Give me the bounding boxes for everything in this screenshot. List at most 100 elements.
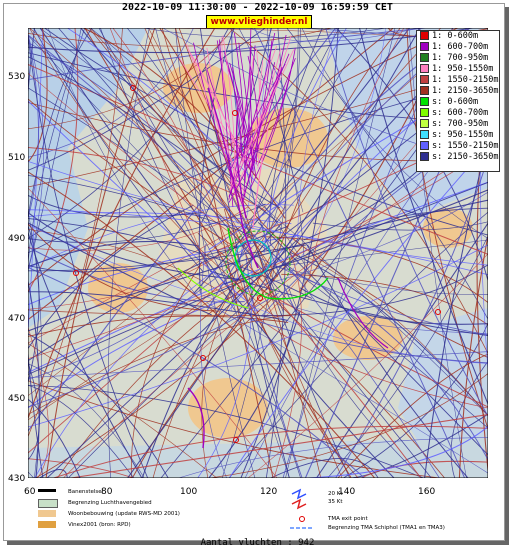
x-tick-60: 60 (24, 487, 36, 497)
legend-item: 1: 1550-2150m (417, 75, 499, 86)
flight-track (28, 28, 82, 272)
flight-track (28, 291, 288, 321)
key-wind-35: 35 Kt (328, 499, 343, 505)
flight-track (28, 240, 199, 268)
flight-track (235, 49, 295, 174)
flight-track (247, 55, 259, 165)
key-vinex: Vinex2001 (bron: RPD) (38, 521, 131, 529)
flight-track (28, 264, 244, 454)
flight-track (28, 28, 394, 321)
flight-track (244, 45, 256, 182)
flight-track (28, 28, 194, 158)
flight-track (201, 288, 241, 478)
flight-track (144, 28, 343, 478)
flight-track (238, 315, 488, 364)
legend-item: 1: 700-950m (417, 53, 499, 64)
flight-track (28, 269, 259, 421)
flight-track (28, 28, 79, 293)
wind-icon (290, 488, 320, 510)
key-housing: Woonbebouwing (update RWS-MD 2001) (38, 510, 180, 518)
flight-track (178, 437, 488, 478)
flight-track (201, 235, 301, 478)
flight-track (112, 28, 249, 305)
x-tick-120: 120 (260, 487, 278, 497)
flight-track (28, 290, 250, 409)
flight-track (249, 61, 294, 190)
flight-track (225, 59, 253, 183)
flight-track (28, 281, 40, 478)
flight-count: Aantal vluchten : 942 (200, 538, 315, 548)
flight-track (28, 212, 241, 281)
altitude-legend: 1: 0-600m 1: 600-700m 1: 700-950m 1: 950… (416, 30, 500, 172)
legend-swatch (420, 42, 429, 51)
flight-track (210, 373, 488, 478)
flight-track (229, 62, 257, 179)
flight-track (28, 28, 48, 163)
flight-track (28, 56, 279, 223)
flight-track (240, 191, 488, 291)
flight-track (28, 333, 169, 478)
flight-track (198, 28, 235, 294)
flight-track (28, 175, 256, 238)
boundary-swatch (38, 499, 58, 508)
flight-track (178, 28, 322, 478)
flight-track (206, 47, 244, 207)
flight-track (28, 34, 44, 270)
flight-track (28, 212, 292, 225)
flight-track (28, 384, 134, 478)
flight-track (450, 360, 488, 478)
flight-track (28, 35, 149, 478)
flight-track (28, 398, 81, 478)
legend-swatch (420, 130, 429, 139)
flight-track-map (28, 28, 488, 478)
flight-track (28, 194, 204, 218)
flight-track (247, 253, 488, 478)
flight-track (223, 189, 488, 285)
flight-track (256, 48, 261, 169)
flight-track (28, 199, 488, 332)
flight-track (28, 217, 313, 299)
legend-swatch (420, 119, 429, 128)
legend-item: 1: 2150-3650m (417, 86, 499, 97)
flight-track (28, 209, 488, 276)
flight-track (223, 208, 359, 478)
vinex-swatch (38, 521, 56, 528)
flight-track (28, 225, 40, 383)
flight-track (271, 28, 299, 227)
legend-item: s: 0-600m (417, 97, 499, 108)
x-tick-80: 80 (101, 487, 113, 497)
flight-track (269, 28, 323, 246)
flight-track (238, 28, 306, 298)
y-tick-530: 530 (8, 72, 26, 82)
flight-track (143, 28, 387, 39)
page-title: 2022-10-09 11:30:00 - 2022-10-09 16:59:5… (122, 2, 393, 13)
flight-track (250, 28, 419, 42)
legend-item: s: 600-700m (417, 108, 499, 119)
tma-exit-icon (298, 515, 306, 523)
flight-track (28, 252, 223, 310)
key-runway: Banenstelsel (38, 488, 103, 496)
flight-track (247, 62, 276, 186)
legend-item: s: 700-950m (417, 119, 499, 130)
flight-track (130, 261, 203, 478)
flight-track (260, 289, 488, 408)
flight-track (237, 28, 368, 242)
flight-track (67, 28, 285, 210)
flight-track (44, 28, 488, 236)
flight-track (28, 28, 93, 217)
flight-track (28, 161, 488, 266)
legend-swatch (420, 108, 429, 117)
flight-track (90, 28, 311, 274)
legend-swatch (420, 64, 429, 73)
flight-track (98, 28, 223, 245)
flight-track (228, 57, 296, 203)
x-tick-100: 100 (180, 487, 198, 497)
legend-item: 1: 600-700m (417, 42, 499, 53)
y-tick-430: 430 (8, 474, 26, 484)
flight-track (189, 52, 240, 155)
key-airport-boundary: Begrenzing Luchthavengebied (38, 499, 152, 508)
flight-track (28, 72, 253, 250)
legend-item: s: 950-1550m (417, 130, 499, 141)
flight-track (244, 34, 287, 166)
flight-track (28, 28, 473, 54)
